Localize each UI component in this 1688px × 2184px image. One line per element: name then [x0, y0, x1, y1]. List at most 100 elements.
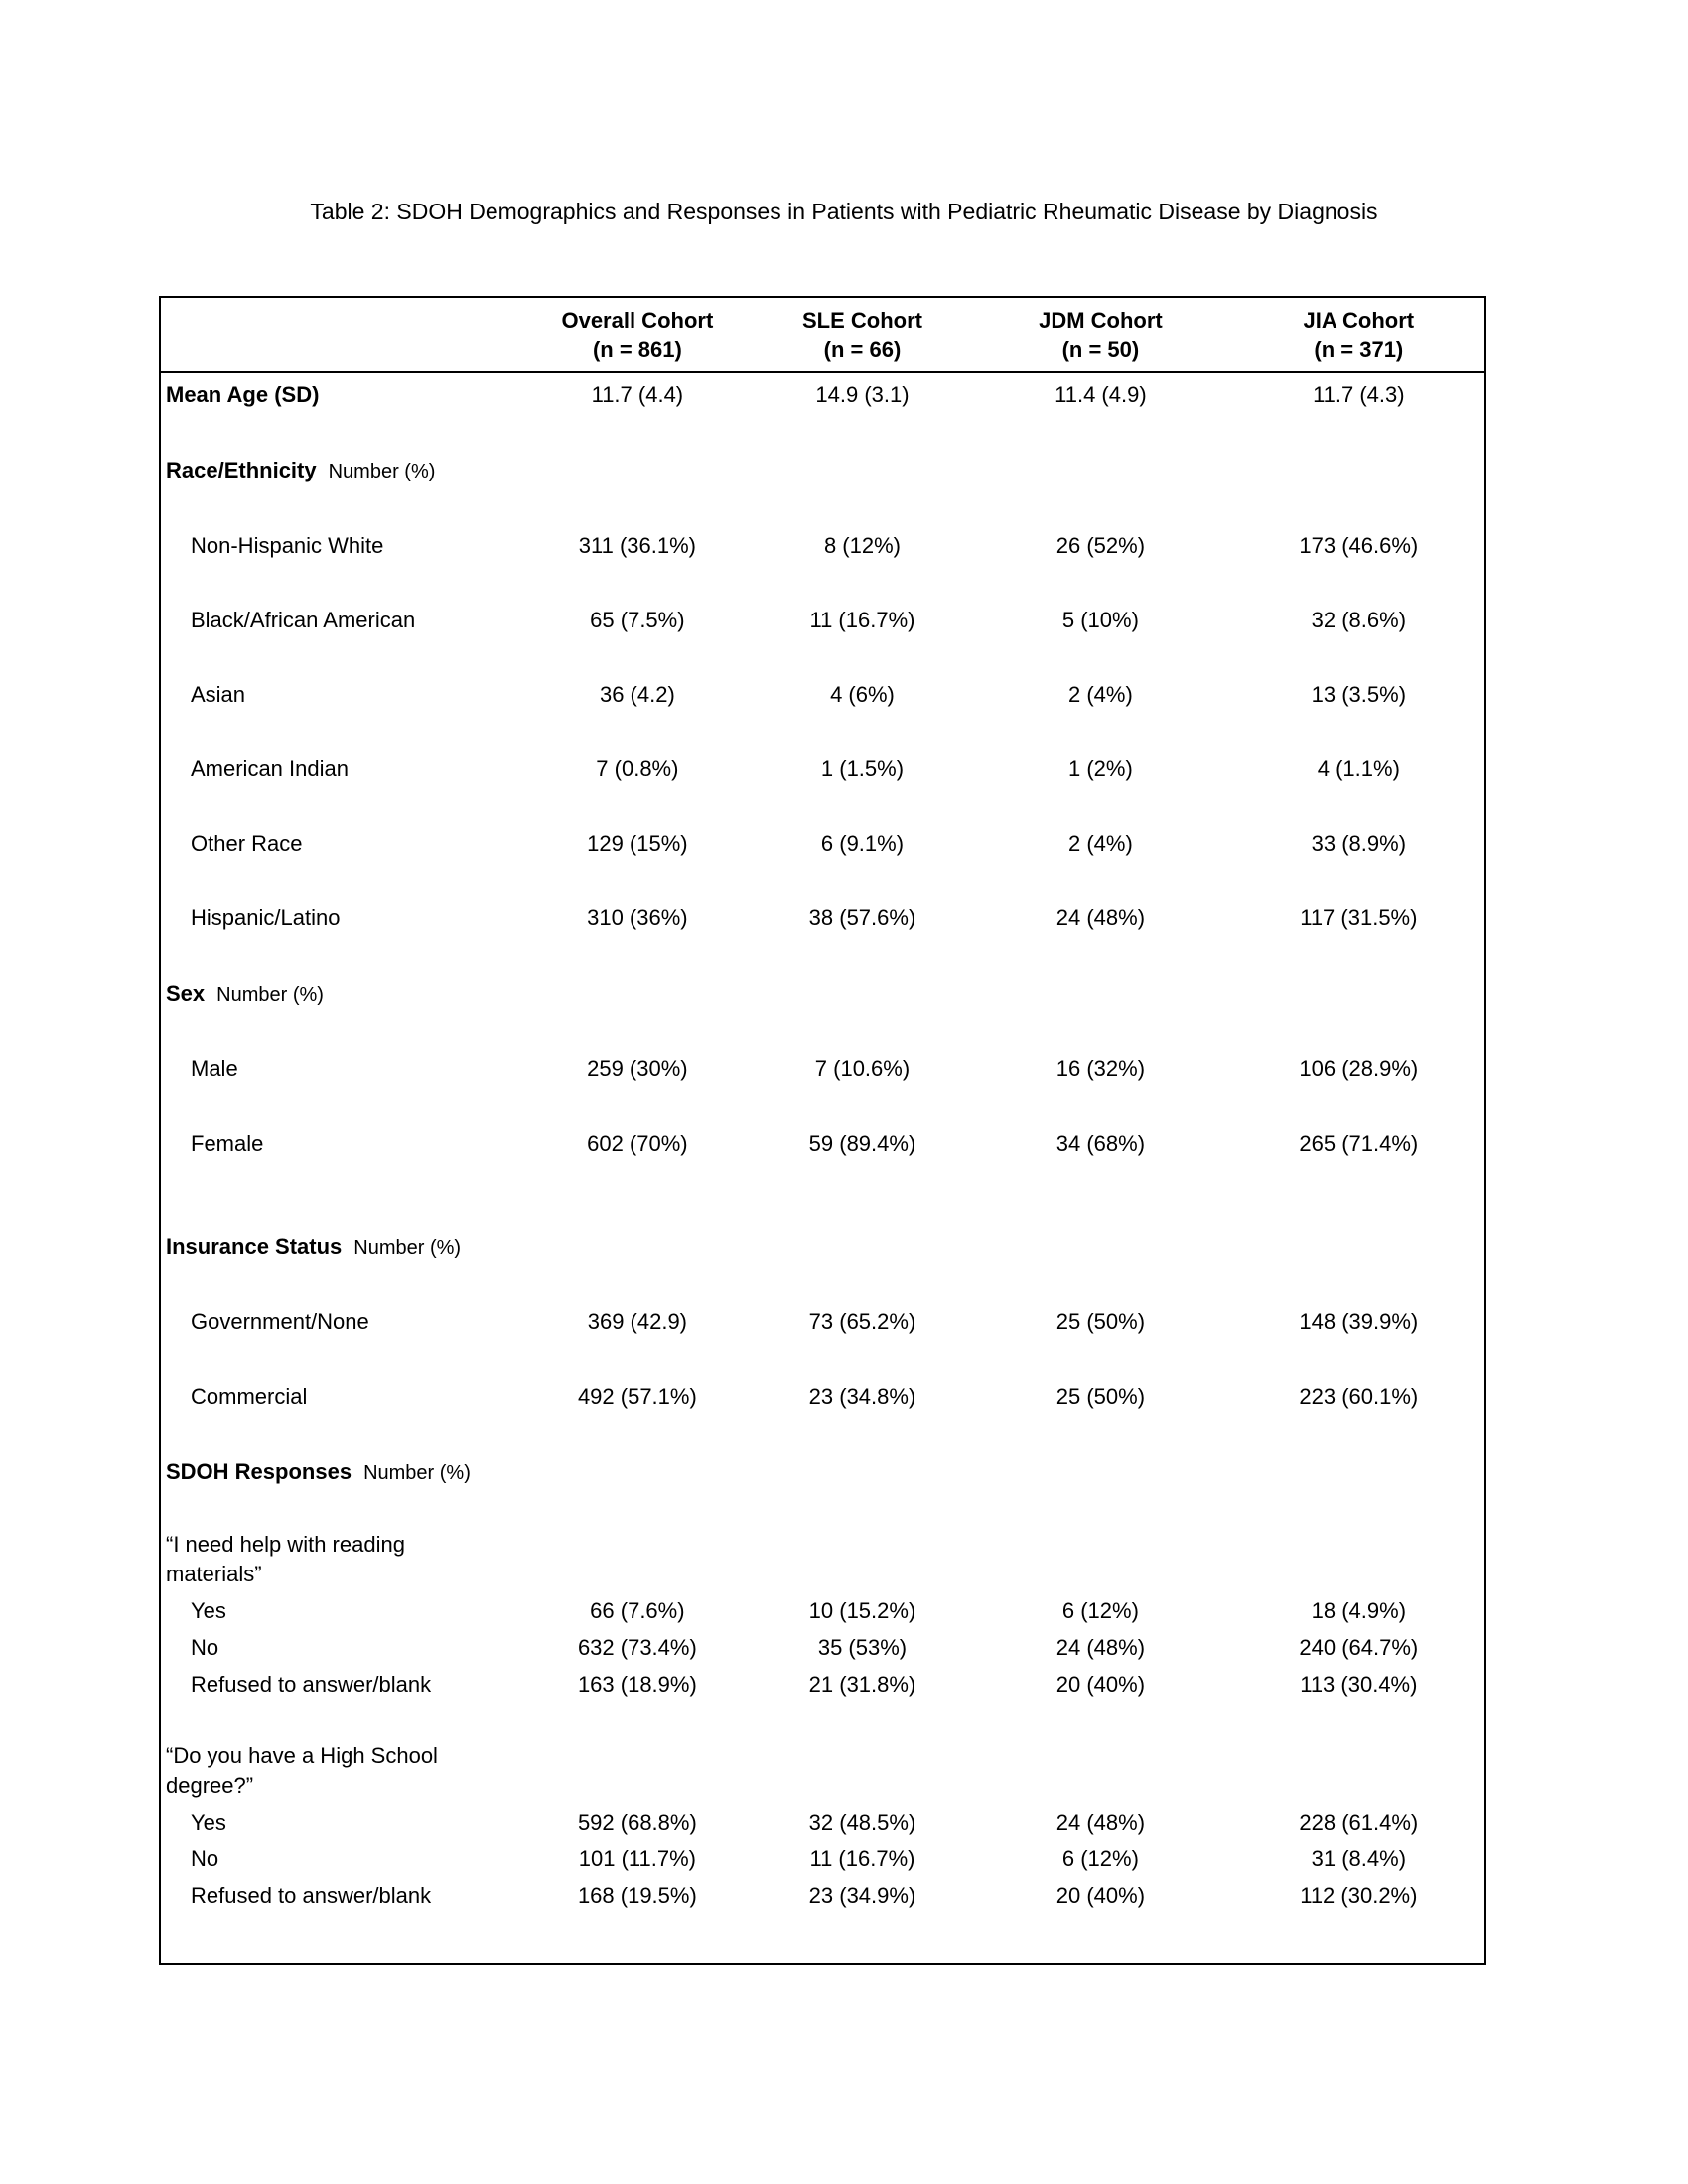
- row-sublabel: Number (%): [328, 461, 436, 482]
- value-cell: 228 (61.4%): [1299, 1810, 1419, 1835]
- header-empty-cell: [161, 306, 518, 365]
- row-label: Non-Hispanic White: [191, 533, 384, 558]
- table-row: Asian 36 (4.2) 4 (6%) 2 (4%) 13 (3.5%): [161, 680, 1484, 710]
- column-header-sub: (n = 861): [592, 338, 682, 362]
- row-label: Female: [191, 1131, 264, 1156]
- row-sublabel: Number (%): [363, 1462, 471, 1484]
- row-label-cell: Sex Number (%): [161, 979, 518, 1010]
- value-cell: 11 (16.7%): [809, 1846, 915, 1871]
- value-cell: 16 (32%): [1055, 1056, 1146, 1081]
- value-cell: 32 (48.5%): [808, 1810, 916, 1835]
- value-cell: 112 (30.2%): [1300, 1883, 1418, 1908]
- value-cell: 592 (68.8%): [577, 1810, 697, 1835]
- value-cell: 223 (60.1%): [1299, 1384, 1419, 1409]
- value-cell: 106 (28.9%): [1299, 1056, 1419, 1081]
- value-cell: 265 (71.4%): [1299, 1131, 1419, 1156]
- value-cell: 6 (12%): [1061, 1846, 1139, 1871]
- table-row: No 632 (73.4%) 35 (53%) 24 (48%) 240 (64.7%): [161, 1633, 1484, 1663]
- table-row: SDOH Responses Number (%): [161, 1457, 1484, 1488]
- row-label: American Indian: [191, 756, 349, 781]
- value-cell: 24 (48%): [1055, 1635, 1146, 1660]
- row-label-cell: Refused to answer/blank: [161, 1881, 518, 1911]
- value-cell: 2 (4%): [1068, 831, 1133, 856]
- value-cell: 21 (31.8%): [808, 1672, 916, 1697]
- table-row: Yes 66 (7.6%) 10 (15.2%) 6 (12%) 18 (4.9%): [161, 1596, 1484, 1626]
- table-row: Race/Ethnicity Number (%): [161, 456, 1484, 486]
- value-cell: 11 (16.7%): [809, 608, 915, 632]
- row-label-cell: Male: [161, 1054, 518, 1084]
- row-label-cell: Other Race: [161, 829, 518, 859]
- row-label-cell: No: [161, 1844, 518, 1874]
- row-label: “Do you have a High School degree?”: [166, 1743, 438, 1798]
- value-cell: 33 (8.9%): [1311, 831, 1407, 856]
- table-row: “Do you have a High School degree?”: [161, 1741, 1484, 1801]
- row-label: SDOH Responses: [166, 1459, 352, 1484]
- table-row: Refused to answer/blank 163 (18.9%) 21 (31…: [161, 1670, 1484, 1700]
- row-label-cell: SDOH Responses Number (%): [161, 1457, 518, 1488]
- value-cell: 18 (4.9%): [1311, 1598, 1407, 1623]
- row-label-cell: Asian: [161, 680, 518, 710]
- value-cell: 24 (48%): [1055, 1810, 1146, 1835]
- row-label: Insurance Status: [166, 1234, 343, 1259]
- value-cell: 101 (11.7%): [578, 1846, 696, 1871]
- value-cell: 20 (40%): [1055, 1883, 1146, 1908]
- value-cell: 32 (8.6%): [1311, 608, 1407, 632]
- value-cell: 632 (73.4%): [577, 1635, 697, 1660]
- value-cell: 1 (2%): [1068, 756, 1133, 781]
- table-row: Male 259 (30%) 7 (10.6%) 16 (32%) 106 (28.9%…: [161, 1054, 1484, 1084]
- value-cell: 8 (12%): [823, 533, 901, 558]
- value-cell: 148 (39.9%): [1299, 1309, 1419, 1334]
- table-row: American Indian 7 (0.8%) 1 (1.5%) 1 (2%) 4 (…: [161, 754, 1484, 784]
- value-cell: 173 (46.6%): [1299, 533, 1419, 558]
- column-header-label: JDM Cohort: [1039, 308, 1163, 333]
- value-cell: 311 (36.1%): [578, 533, 696, 558]
- table-header-row: Overall Cohort (n = 861) SLE Cohort (n =…: [161, 298, 1484, 373]
- table-row: Commercial 492 (57.1%) 23 (34.8%) 25 (50%) 2…: [161, 1382, 1484, 1412]
- value-cell: 25 (50%): [1055, 1309, 1146, 1334]
- demographics-table: Overall Cohort (n = 861) SLE Cohort (n =…: [159, 296, 1486, 1965]
- value-cell: 310 (36%): [587, 905, 688, 930]
- value-cell: 163 (18.9%): [577, 1672, 697, 1697]
- value-cell: 7 (0.8%): [596, 756, 679, 781]
- value-cell: 6 (9.1%): [820, 831, 905, 856]
- row-label: “I need help with reading materials”: [166, 1532, 405, 1586]
- table-body: Mean Age (SD) 11.7 (4.4) 14.9 (3.1) 11.4 (4…: [161, 380, 1484, 1911]
- row-label-cell: Black/African American: [161, 606, 518, 635]
- row-label: Refused to answer/blank: [191, 1883, 432, 1908]
- row-label: Refused to answer/blank: [191, 1672, 432, 1697]
- row-label-cell: Government/None: [161, 1307, 518, 1337]
- row-label-cell: “Do you have a High School degree?”: [161, 1741, 518, 1801]
- row-label: No: [191, 1635, 219, 1660]
- value-cell: 240 (64.7%): [1299, 1635, 1419, 1660]
- column-header-label: Overall Cohort: [561, 308, 714, 333]
- row-label-cell: No: [161, 1633, 518, 1663]
- row-label-cell: Commercial: [161, 1382, 518, 1412]
- row-label-cell: Yes: [161, 1596, 518, 1626]
- table-row: Sex Number (%): [161, 979, 1484, 1010]
- value-cell: 129 (15%): [587, 831, 688, 856]
- row-label: Yes: [191, 1598, 226, 1623]
- row-label: Yes: [191, 1810, 226, 1835]
- row-label: Male: [191, 1056, 238, 1081]
- value-cell: 4 (6%): [830, 682, 895, 707]
- value-cell: 20 (40%): [1055, 1672, 1146, 1697]
- column-header-label: SLE Cohort: [801, 308, 922, 333]
- value-cell: 24 (48%): [1055, 905, 1146, 930]
- value-cell: 25 (50%): [1055, 1384, 1146, 1409]
- table-row: Mean Age (SD) 11.7 (4.4) 14.9 (3.1) 11.4 (4…: [161, 380, 1484, 410]
- table-row: Government/None 369 (42.9) 73 (65.2%) 25 (5…: [161, 1307, 1484, 1337]
- table-row: “I need help with reading materials”: [161, 1530, 1484, 1589]
- row-label-cell: Yes: [161, 1808, 518, 1838]
- table-row: Black/African American 65 (7.5%) 11 (16.7%…: [161, 606, 1484, 635]
- row-label: Government/None: [191, 1309, 369, 1334]
- value-cell: 6 (12%): [1061, 1598, 1139, 1623]
- table-row: Refused to answer/blank 168 (19.5%) 23 (34…: [161, 1881, 1484, 1911]
- row-sublabel: Number (%): [353, 1237, 462, 1259]
- value-cell: 23 (34.9%): [808, 1883, 916, 1908]
- row-label: Race/Ethnicity: [166, 458, 317, 482]
- value-cell: 66 (7.6%): [590, 1598, 685, 1623]
- table-row: Yes 592 (68.8%) 32 (48.5%) 24 (48%) 228 (61.…: [161, 1808, 1484, 1838]
- column-header-sub: (n = 50): [1061, 338, 1140, 362]
- row-label-cell: “I need help with reading materials”: [161, 1530, 518, 1589]
